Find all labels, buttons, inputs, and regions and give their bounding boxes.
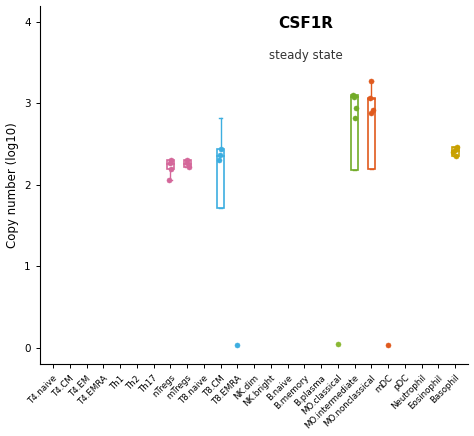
Point	[334, 341, 342, 348]
Text: CSF1R: CSF1R	[278, 16, 333, 31]
Point	[452, 146, 459, 153]
Point	[167, 165, 175, 172]
Point	[367, 78, 375, 85]
Point	[167, 156, 175, 163]
Point	[366, 95, 374, 102]
Bar	[167, 160, 174, 168]
Bar	[217, 149, 224, 208]
Point	[450, 149, 457, 156]
Point	[183, 159, 191, 166]
Text: steady state: steady state	[269, 48, 342, 61]
Point	[367, 109, 374, 116]
Point	[165, 177, 173, 184]
Point	[453, 153, 460, 160]
Bar	[368, 99, 375, 168]
Point	[350, 93, 358, 100]
Point	[234, 342, 241, 349]
Bar	[351, 95, 358, 170]
Point	[183, 157, 191, 164]
Point	[384, 342, 392, 349]
Point	[453, 143, 460, 150]
Y-axis label: Copy number (log10): Copy number (log10)	[6, 122, 18, 248]
Bar	[183, 160, 191, 167]
Bar	[452, 146, 458, 156]
Point	[352, 105, 359, 112]
Point	[217, 146, 224, 153]
Point	[349, 92, 357, 99]
Point	[215, 157, 223, 164]
Point	[185, 164, 192, 170]
Point	[166, 159, 174, 166]
Point	[351, 115, 359, 122]
Point	[369, 106, 376, 113]
Point	[216, 151, 224, 158]
